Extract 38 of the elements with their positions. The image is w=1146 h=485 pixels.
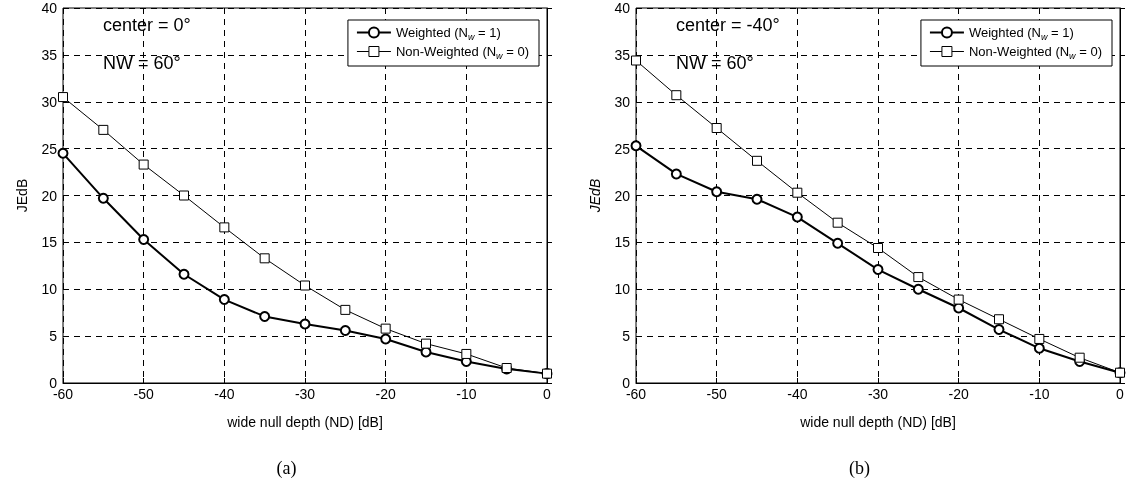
x-tick-label: 0 — [543, 386, 552, 402]
y-axis-title: JEdB — [14, 178, 30, 213]
y-tick-label: 30 — [614, 93, 631, 110]
x-tick-label: -50 — [706, 386, 727, 402]
x-tick-label: -40 — [214, 386, 235, 402]
y-tick-label: 25 — [614, 140, 631, 157]
y-tick-label: 20 — [41, 187, 58, 204]
x-axis-title: wide null depth (ND) [dB] — [226, 414, 383, 430]
y-tick-label: 10 — [41, 281, 58, 298]
x-tick-label: -20 — [375, 386, 396, 402]
x-tick-label: -10 — [456, 386, 477, 402]
y-tick-label: 40 — [41, 0, 58, 16]
y-tick-label: 0 — [622, 375, 631, 391]
y-tick-label: 10 — [614, 281, 631, 298]
y-axis-title: JEdB — [587, 178, 603, 214]
y-tick-label: 35 — [614, 46, 631, 63]
y-tick-label: 20 — [614, 187, 631, 204]
text: (b) — [849, 458, 871, 479]
x-tick-label: 0 — [1116, 386, 1125, 402]
y-tick-label: 35 — [41, 46, 58, 63]
y-tick-label: 15 — [41, 234, 58, 251]
x-tick-label: -40 — [787, 386, 808, 402]
y-tick-label: 25 — [41, 140, 58, 157]
annotation: center = 0° — [103, 15, 191, 35]
x-tick-label: -10 — [1029, 386, 1050, 402]
x-tick-label: -20 — [948, 386, 969, 402]
text: (a) — [276, 458, 297, 479]
annotation: center = -40° — [676, 15, 780, 35]
y-tick-label: 30 — [41, 93, 58, 110]
y-tick-label: 5 — [622, 328, 631, 345]
y-tick-label: 40 — [614, 0, 631, 16]
x-axis-title: wide null depth (ND) [dB] — [799, 414, 956, 430]
x-tick-label: -30 — [867, 386, 889, 402]
x-tick-label: -30 — [294, 386, 316, 402]
y-tick-label: 0 — [49, 375, 58, 391]
y-tick-label: 15 — [614, 234, 631, 251]
x-tick-label: -50 — [133, 386, 154, 402]
y-tick-label: 5 — [49, 328, 58, 345]
